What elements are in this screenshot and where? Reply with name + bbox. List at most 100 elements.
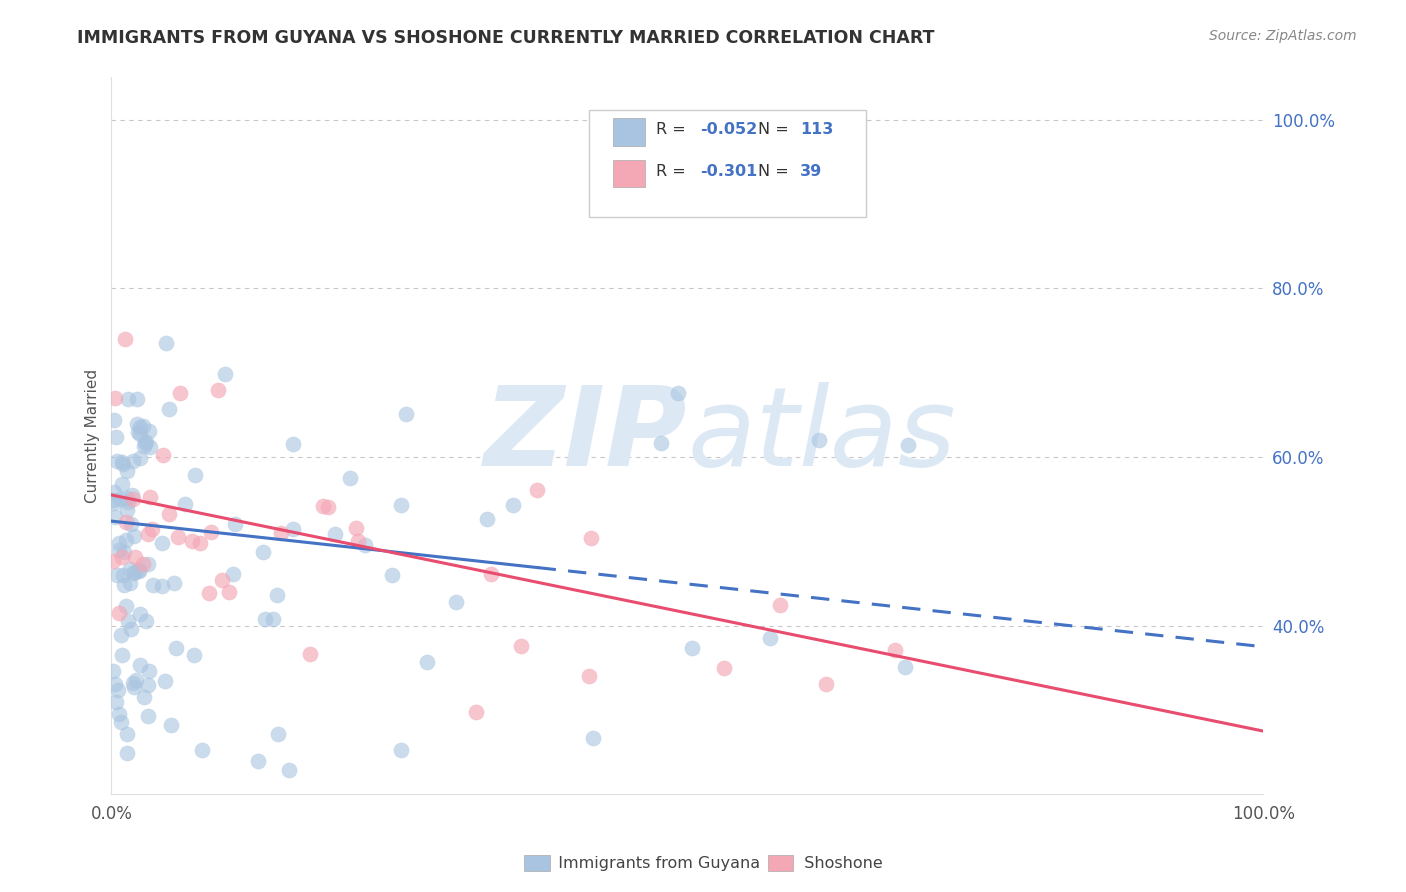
Y-axis label: Currently Married: Currently Married bbox=[86, 368, 100, 503]
Point bbox=[127, 392, 149, 407]
Point bbox=[117, 495, 139, 509]
Point bbox=[121, 622, 143, 636]
Point bbox=[395, 407, 418, 421]
Point bbox=[104, 676, 127, 690]
Point bbox=[298, 647, 321, 661]
Point bbox=[475, 511, 498, 525]
Point bbox=[108, 606, 131, 620]
Point bbox=[252, 544, 274, 558]
Point bbox=[150, 536, 173, 550]
Point bbox=[108, 542, 131, 557]
Point bbox=[110, 628, 132, 642]
Point bbox=[125, 673, 148, 687]
Point bbox=[160, 718, 183, 732]
Point bbox=[465, 705, 488, 719]
Point bbox=[253, 612, 276, 626]
Point bbox=[129, 451, 152, 466]
Point bbox=[112, 545, 135, 559]
Point bbox=[139, 490, 162, 504]
Point bbox=[139, 440, 162, 454]
Text: -0.052: -0.052 bbox=[700, 122, 758, 137]
Point bbox=[124, 529, 146, 543]
Point bbox=[381, 567, 404, 582]
FancyBboxPatch shape bbox=[768, 855, 793, 871]
Text: Shoshone: Shoshone bbox=[794, 856, 883, 871]
Point bbox=[122, 675, 145, 690]
Point bbox=[104, 510, 127, 524]
Point bbox=[347, 534, 370, 549]
Point bbox=[117, 491, 139, 506]
Point bbox=[650, 435, 672, 450]
Point bbox=[117, 392, 139, 406]
Point bbox=[713, 661, 735, 675]
Point bbox=[174, 497, 197, 511]
Point bbox=[479, 567, 502, 582]
Point bbox=[157, 507, 180, 521]
Point bbox=[281, 436, 304, 450]
Point bbox=[893, 660, 915, 674]
Point bbox=[114, 332, 136, 346]
Point bbox=[758, 631, 780, 645]
Point bbox=[129, 420, 152, 434]
Point bbox=[510, 639, 533, 653]
Point bbox=[111, 568, 134, 582]
Point bbox=[122, 680, 145, 694]
Point bbox=[163, 576, 186, 591]
Point bbox=[128, 563, 150, 577]
Point bbox=[266, 588, 288, 602]
Text: 113: 113 bbox=[800, 122, 834, 137]
Point bbox=[222, 567, 245, 582]
Point bbox=[105, 695, 128, 709]
Point bbox=[138, 709, 160, 723]
Point bbox=[808, 433, 831, 447]
Text: 39: 39 bbox=[800, 164, 823, 179]
Point bbox=[101, 554, 124, 568]
Text: ZIP: ZIP bbox=[484, 383, 688, 490]
Text: Source: ZipAtlas.com: Source: ZipAtlas.com bbox=[1209, 29, 1357, 43]
Point bbox=[117, 727, 139, 741]
Point bbox=[101, 492, 124, 507]
Point bbox=[134, 435, 156, 450]
Point bbox=[103, 392, 125, 406]
Point bbox=[165, 640, 187, 655]
Text: R =: R = bbox=[657, 164, 692, 179]
Point bbox=[115, 533, 138, 548]
Point bbox=[115, 502, 138, 516]
Point bbox=[883, 643, 905, 657]
Point bbox=[768, 598, 790, 612]
Point bbox=[247, 754, 270, 768]
Point bbox=[103, 413, 125, 427]
Text: Immigrants from Guyana: Immigrants from Guyana bbox=[548, 856, 761, 871]
Point bbox=[105, 454, 128, 468]
Point bbox=[157, 402, 180, 417]
Point bbox=[128, 607, 150, 621]
Point bbox=[211, 573, 233, 587]
Point bbox=[105, 567, 128, 582]
Point bbox=[117, 614, 139, 628]
Point bbox=[582, 731, 605, 745]
Point bbox=[578, 668, 600, 682]
Point bbox=[125, 417, 148, 431]
Point bbox=[153, 674, 176, 689]
FancyBboxPatch shape bbox=[524, 855, 550, 871]
Point bbox=[121, 488, 143, 502]
Point bbox=[198, 586, 221, 600]
Point bbox=[353, 538, 375, 552]
Point bbox=[132, 690, 155, 704]
Point bbox=[214, 367, 236, 381]
Point bbox=[224, 517, 246, 532]
Point bbox=[150, 579, 173, 593]
Point bbox=[124, 566, 146, 580]
FancyBboxPatch shape bbox=[589, 110, 866, 218]
Text: -0.301: -0.301 bbox=[700, 164, 758, 179]
Point bbox=[446, 595, 468, 609]
Point bbox=[278, 764, 301, 778]
Point bbox=[207, 383, 229, 397]
Point bbox=[666, 386, 689, 401]
Point bbox=[183, 648, 205, 662]
Point bbox=[346, 521, 368, 535]
Point bbox=[142, 578, 165, 592]
Point bbox=[111, 455, 134, 469]
Point bbox=[108, 707, 131, 722]
Point bbox=[183, 467, 205, 482]
